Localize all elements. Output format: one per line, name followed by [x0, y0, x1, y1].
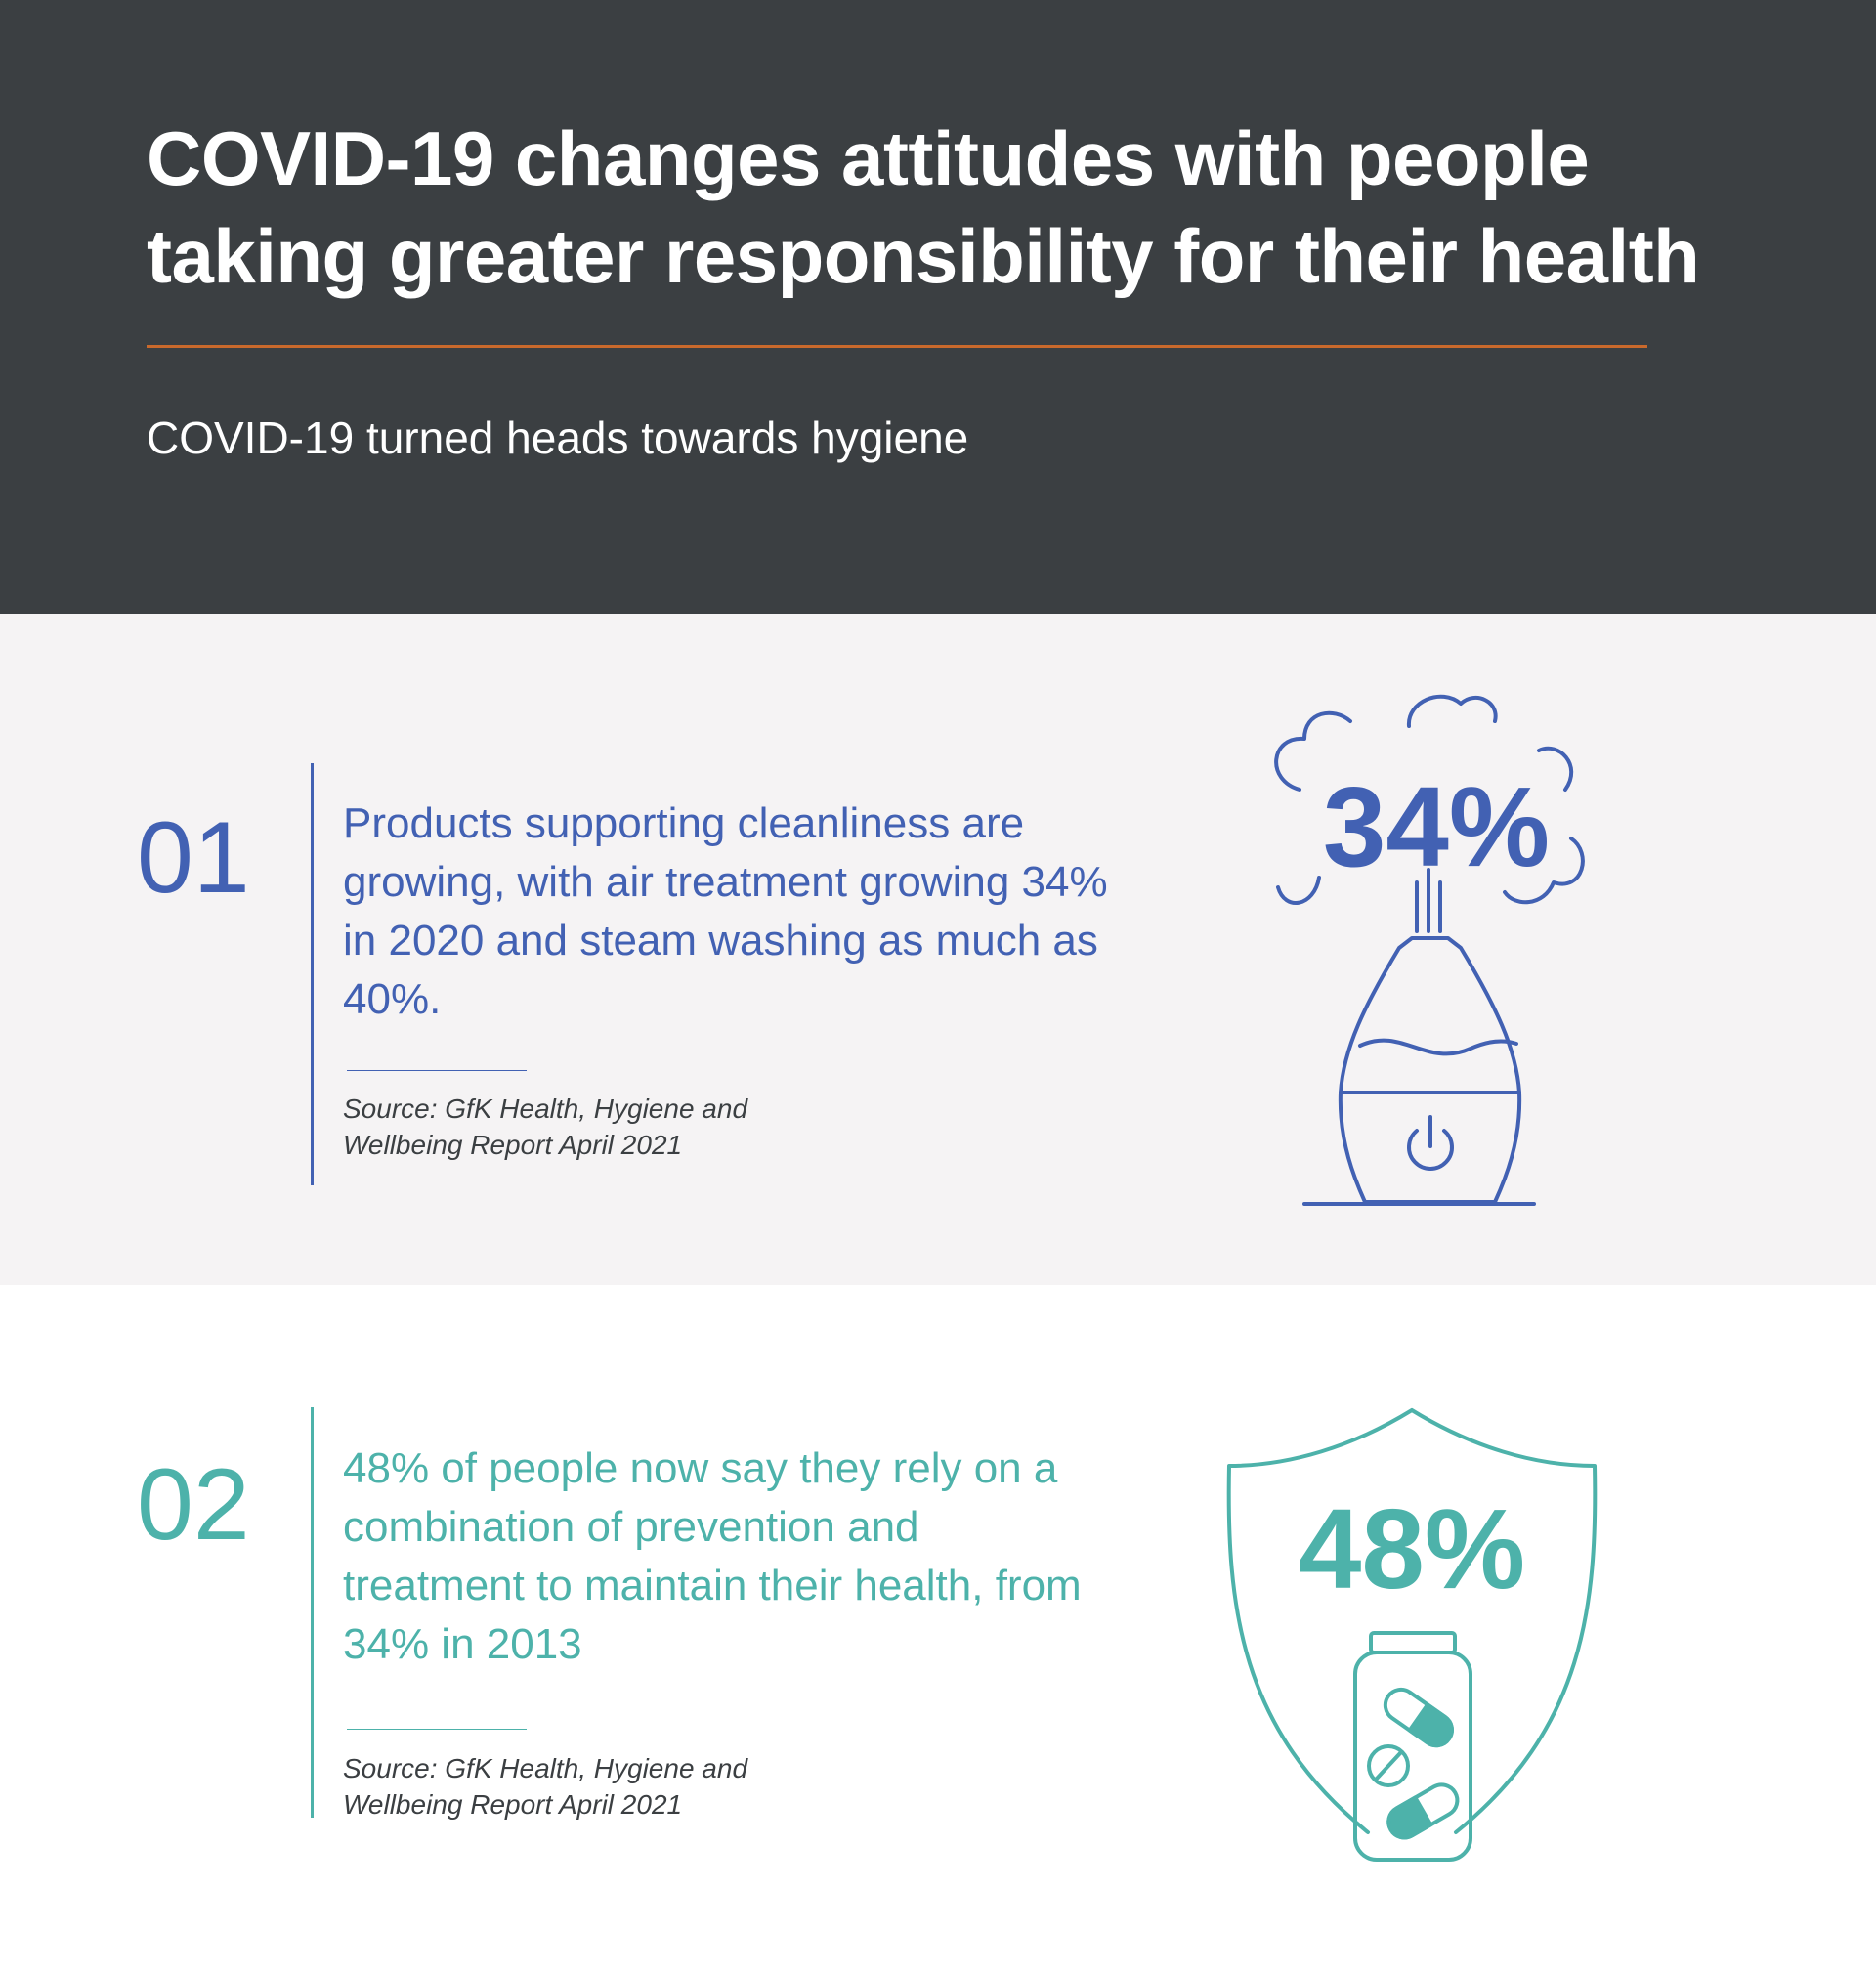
source-divider	[347, 1070, 527, 1071]
item-number: 02	[137, 1448, 250, 1562]
stat-section-1: 01 Products supporting cleanliness are g…	[0, 614, 1876, 1285]
shield-pills-icon: 48%	[1221, 1402, 1602, 1876]
source-divider	[347, 1729, 527, 1730]
item-source: Source: GfK Health, Hygiene and Wellbein…	[343, 1753, 748, 1820]
title-divider	[147, 345, 1647, 348]
stat-section-2: 02 48% of people now say they rely on a …	[0, 1285, 1876, 1974]
item-statement: 48% of people now say they rely on a com…	[343, 1444, 1082, 1668]
vertical-divider	[311, 763, 314, 1185]
vertical-divider	[311, 1407, 314, 1818]
icon-value: 48%	[1298, 1485, 1526, 1612]
page-title: COVID-19 changes attitudes with people t…	[147, 115, 1700, 299]
icon-value: 34%	[1322, 763, 1551, 890]
humidifier-icon: 34%	[1260, 682, 1612, 1229]
item-statement: Products supporting cleanliness are grow…	[343, 799, 1108, 1023]
page-subtitle: COVID-19 turned heads towards hygiene	[147, 412, 969, 463]
header: COVID-19 changes attitudes with people t…	[0, 0, 1876, 614]
item-source: Source: GfK Health, Hygiene and Wellbein…	[343, 1094, 748, 1160]
item-number: 01	[137, 801, 250, 915]
